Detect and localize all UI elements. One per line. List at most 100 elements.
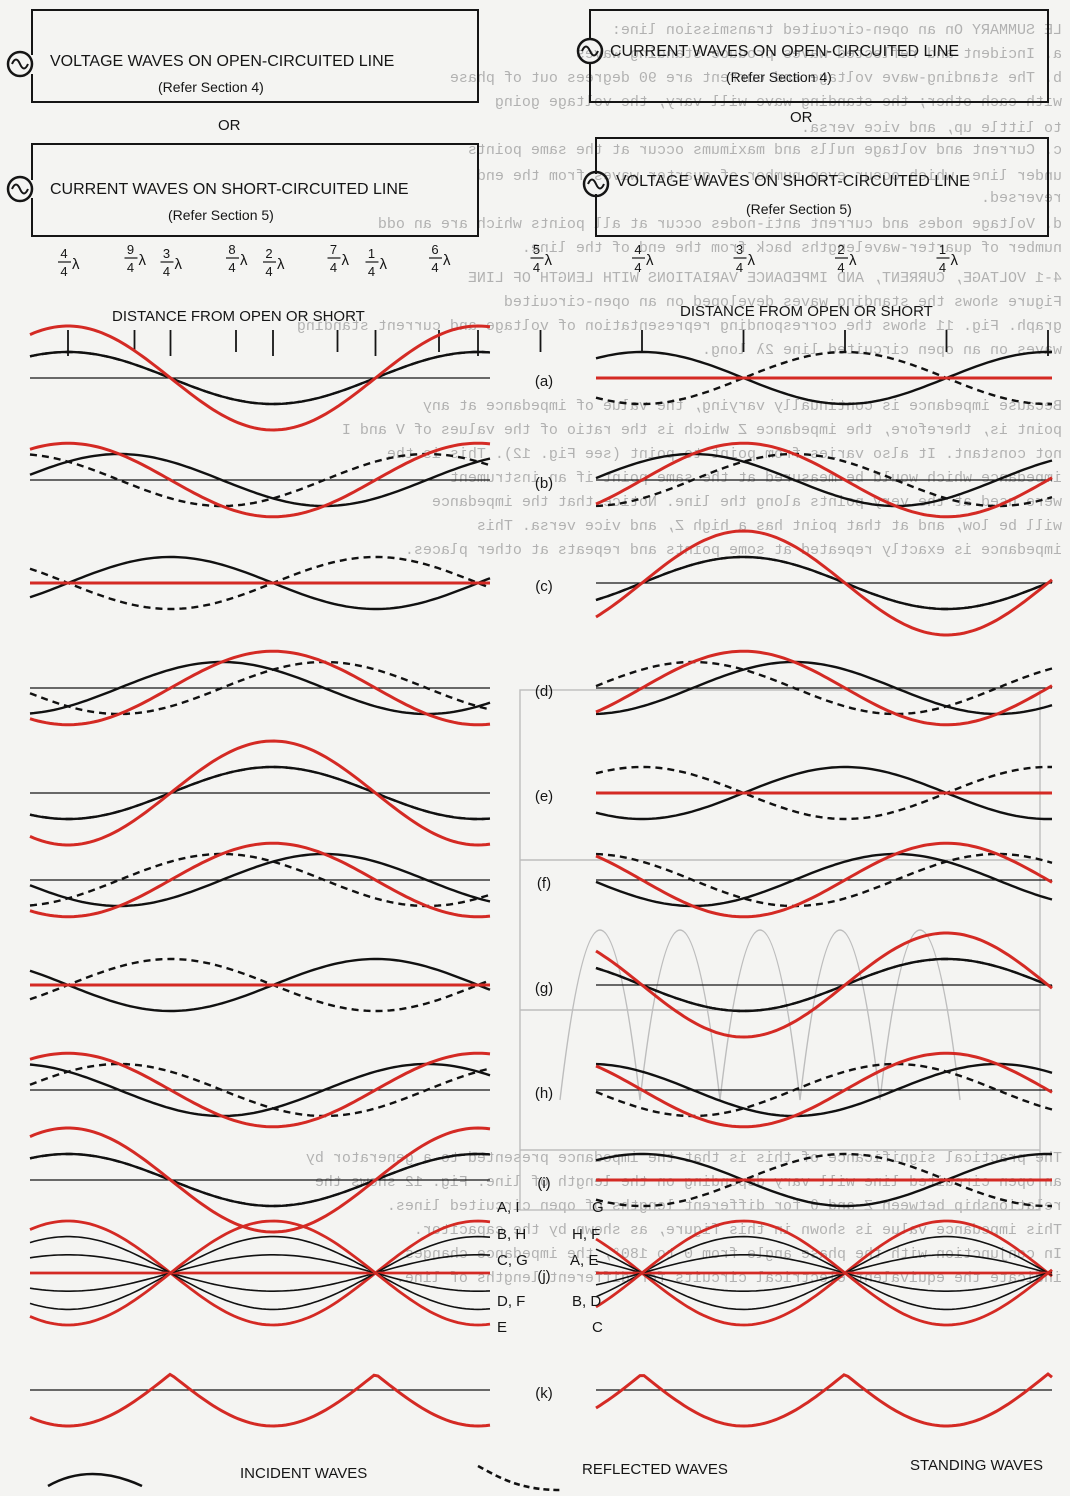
incident-wave — [595, 1062, 1053, 1118]
standing-wave — [595, 841, 1053, 919]
distance-fraction-label: 4 4 λ — [632, 242, 654, 275]
reflected-wave — [29, 660, 491, 716]
incident-wave — [29, 555, 491, 611]
row-label-k: (k) — [535, 1385, 553, 1402]
lambda-symbol: λ — [139, 252, 147, 269]
ac-source-icon — [576, 37, 604, 65]
right-ref-open: (Refer Section 4) — [726, 69, 832, 85]
lambda-symbol: λ — [951, 252, 959, 269]
fraction-denominator: 4 — [939, 260, 946, 275]
lambda-symbol: λ — [72, 256, 80, 273]
fraction-denominator: 4 — [330, 260, 337, 275]
lambda-symbol: λ — [175, 256, 183, 273]
wave-row-a-right — [595, 350, 1052, 406]
wave-row-d-right — [595, 649, 1053, 727]
incident-wave — [595, 765, 1052, 821]
standing-wave — [29, 1051, 491, 1129]
row-label-c: (c) — [535, 578, 553, 595]
left-title-open: VOLTAGE WAVES ON OPEN-CIRCUITED LINE — [50, 53, 394, 70]
fraction-numerator: 3 — [163, 246, 170, 261]
legend-incident: INCIDENT WAVES — [240, 1465, 367, 1482]
lambda-symbol: λ — [443, 252, 451, 269]
fraction-numerator: 2 — [265, 246, 272, 261]
wave-rows — [29, 324, 1053, 1428]
reflected-wave — [29, 1062, 491, 1118]
legend-j-right-0: G — [592, 1199, 604, 1216]
standing-wave-envelope — [29, 1219, 491, 1327]
right-distance-scale: 94 λ84 λ74 λ64 λ54 λ44 λ34 λ24 λ14 λ — [124, 242, 959, 275]
standing-wave-envelope — [29, 1235, 491, 1311]
wave-row-b-left — [29, 441, 491, 519]
wave-row-j-left — [29, 1219, 491, 1327]
wave-row-c-right — [595, 529, 1053, 637]
incident-wave-swatch — [47, 1472, 143, 1488]
legend-j-left-2: C, G — [497, 1252, 528, 1269]
distance-fraction-label: 6 4 λ — [429, 242, 451, 275]
right-title-open: CURRENT WAVES ON OPEN-CIRCUITED LINE — [610, 43, 959, 60]
fraction-denominator: 4 — [368, 264, 375, 279]
left-or: OR — [218, 117, 241, 134]
bleed-through-graph — [519, 689, 1041, 1211]
fraction-denominator: 4 — [228, 260, 235, 275]
distance-fraction-label: 1 4 λ — [936, 242, 959, 275]
reflected-wave — [595, 350, 1052, 406]
row-label-f: (f) — [537, 875, 551, 892]
reflected-wave — [29, 350, 491, 406]
legend-j-left-3: D, F — [497, 1293, 525, 1310]
lambda-symbol: λ — [545, 252, 553, 269]
fraction-numerator: 9 — [127, 242, 134, 257]
incident-wave — [29, 1062, 491, 1118]
fraction-numerator: 7 — [330, 242, 337, 257]
standing-wave — [595, 1051, 1053, 1129]
reflected-wave — [595, 1152, 1052, 1208]
standing-wave-envelope — [29, 1254, 491, 1292]
fraction-denominator: 4 — [127, 260, 134, 275]
lambda-symbol: λ — [277, 256, 285, 273]
distance-fraction-label: 1 4 λ — [365, 246, 388, 279]
fraction-numerator: 4 — [634, 242, 641, 257]
legend-j-right-4: C — [592, 1319, 603, 1336]
incident-wave — [29, 852, 491, 908]
wave-row-f-left — [29, 841, 491, 919]
standing-wave-envelope — [595, 1219, 1053, 1327]
reflected-wave — [595, 452, 1053, 508]
legend-j-left-1: B, H — [497, 1226, 526, 1243]
distance-fraction-label: 8 4 λ — [226, 242, 248, 275]
standing-wave-envelope — [595, 1254, 1053, 1292]
right-title-short: VOLTAGE WAVES ON SHORT-CIRCUITED LINE — [616, 173, 970, 190]
reflected-wave — [29, 765, 491, 821]
fraction-numerator: 1 — [368, 246, 375, 261]
reflected-wave — [29, 957, 491, 1013]
incident-wave — [29, 957, 491, 1013]
row-label-e: (e) — [535, 788, 553, 805]
row-label-h: (h) — [535, 1085, 553, 1102]
reflected-wave — [29, 852, 491, 908]
fraction-numerator: 2 — [837, 242, 844, 257]
standing-wave — [29, 841, 491, 919]
standing-wave — [29, 441, 491, 519]
row-label-i: (i) — [537, 1175, 550, 1192]
lambda-symbol: λ — [342, 252, 350, 269]
ac-source-icon — [582, 170, 610, 198]
wave-row-k-right — [595, 1372, 1053, 1428]
incident-wave — [595, 1152, 1052, 1208]
fraction-denominator: 4 — [431, 260, 438, 275]
distance-fraction-label: 7 4 λ — [327, 242, 350, 275]
standing-wave — [595, 931, 1053, 1039]
fraction-denominator: 4 — [634, 260, 641, 275]
standing-wave — [595, 441, 1053, 519]
row-label-d: (d) — [535, 683, 553, 700]
wave-row-h-right — [595, 1051, 1053, 1129]
wave-row-f-right — [595, 841, 1053, 919]
standing-wave-magnitude — [29, 1372, 491, 1428]
right-header: CURRENT WAVES ON OPEN-CIRCUITED LINE (Re… — [576, 9, 1049, 320]
lambda-symbol: λ — [849, 252, 857, 269]
ac-source-icon — [6, 175, 34, 203]
left-title-short: CURRENT WAVES ON SHORT-CIRCUITED LINE — [50, 181, 409, 198]
wave-row-k-left — [29, 1372, 491, 1428]
left-ref-short: (Refer Section 5) — [168, 207, 274, 223]
standing-wave-envelope — [595, 1219, 1053, 1327]
reflected-wave — [29, 1152, 491, 1208]
distance-fraction-label: 3 4 λ — [733, 242, 756, 275]
